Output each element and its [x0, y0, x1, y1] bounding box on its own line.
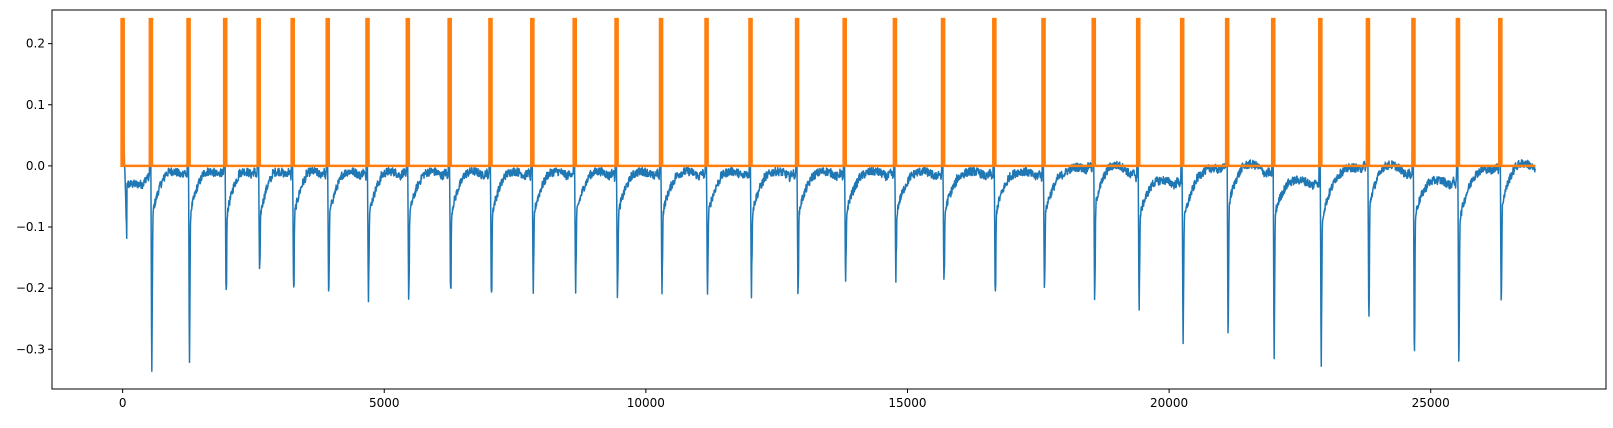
- x-tick-label: 15000: [888, 396, 926, 410]
- y-axis: −0.3 −0.2 −0.1 0.0 0.1 0.2: [16, 37, 52, 356]
- x-tick-label: 25000: [1412, 396, 1450, 410]
- x-axis: 0 5000 10000 15000 20000 25000: [119, 389, 1450, 410]
- y-tick-label: −0.3: [16, 342, 45, 356]
- x-tick-label: 20000: [1150, 396, 1188, 410]
- peak-marker-line: [120, 17, 1536, 168]
- ecg-signal-line: [121, 62, 1537, 372]
- x-tick-label: 5000: [369, 396, 400, 410]
- x-tick-label: 0: [119, 396, 127, 410]
- y-tick-label: −0.2: [16, 281, 45, 295]
- y-tick-label: 0.0: [26, 159, 45, 173]
- plot-area: [52, 10, 1606, 389]
- y-tick-label: −0.1: [16, 220, 45, 234]
- y-tick-label: 0.1: [26, 98, 45, 112]
- x-tick-label: 10000: [627, 396, 665, 410]
- y-tick-label: 0.2: [26, 37, 45, 51]
- plot-frame: [51, 9, 1607, 390]
